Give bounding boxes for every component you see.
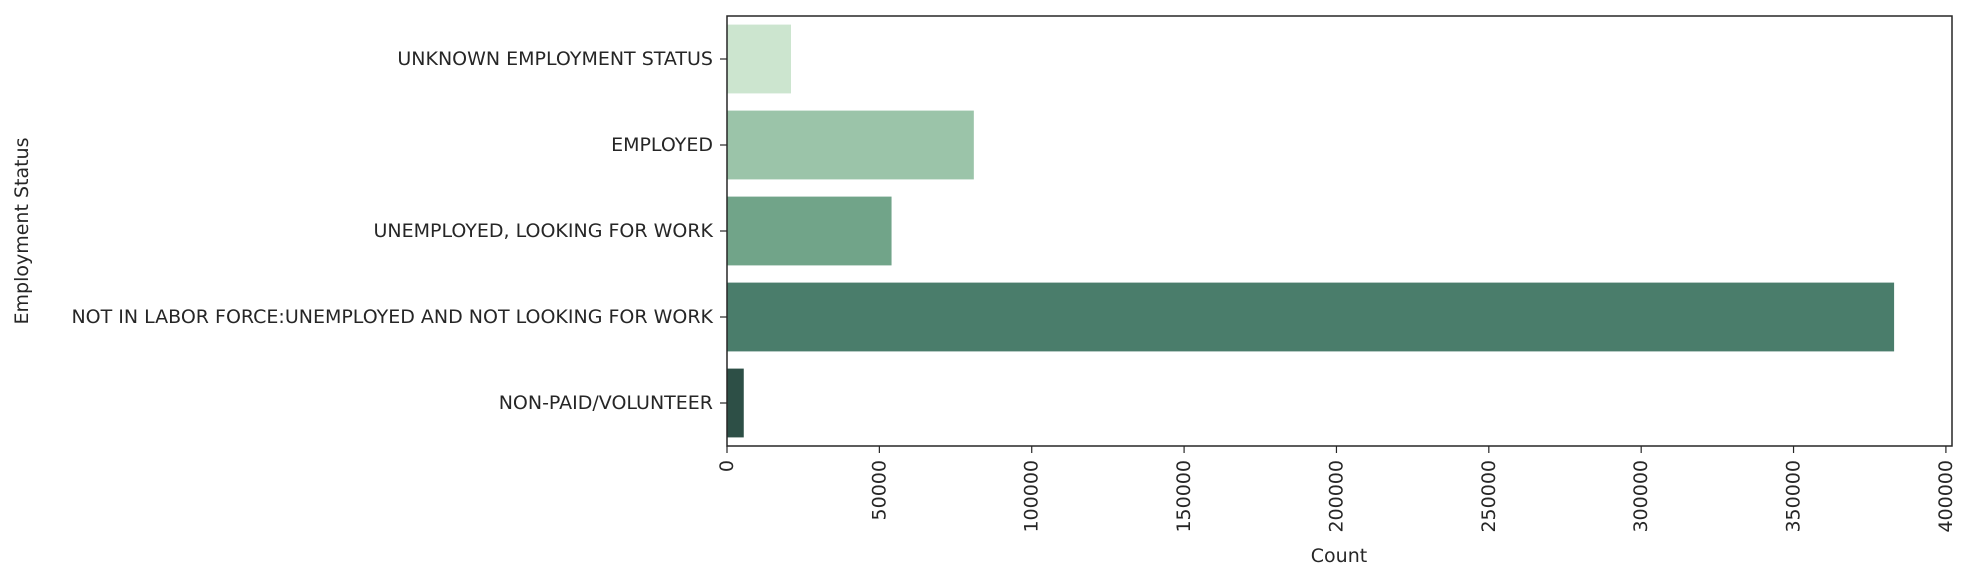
x-tick-label: 150000 bbox=[1173, 460, 1195, 533]
x-tick-label: 200000 bbox=[1325, 460, 1347, 533]
x-axis-label: Count bbox=[1311, 545, 1367, 567]
plot-area-frame bbox=[726, 15, 1953, 447]
y-axis-label: Employment Status bbox=[11, 138, 33, 325]
y-tick-label: UNKNOWN EMPLOYMENT STATUS bbox=[397, 48, 713, 70]
y-tick-label: NOT IN LABOR FORCE:UNEMPLOYED AND NOT LO… bbox=[71, 306, 713, 328]
y-axis-ticks: UNKNOWN EMPLOYMENT STATUS EMPLOYED UNEMPLO… bbox=[71, 48, 727, 414]
x-tick-label: 100000 bbox=[1021, 460, 1043, 533]
x-tick-label: 0 bbox=[716, 460, 738, 472]
bar bbox=[727, 24, 791, 94]
bar bbox=[727, 196, 892, 266]
bars-layer bbox=[727, 24, 1895, 438]
y-tick-label: NON-PAID/VOLUNTEER bbox=[499, 392, 713, 414]
bar bbox=[727, 282, 1895, 352]
x-tick-label: 250000 bbox=[1478, 460, 1500, 533]
y-tick-label: EMPLOYED bbox=[611, 134, 713, 156]
x-tick-label: 300000 bbox=[1630, 460, 1652, 533]
x-tick-label: 400000 bbox=[1935, 460, 1957, 533]
bar bbox=[727, 368, 744, 438]
y-tick-label: UNEMPLOYED, LOOKING FOR WORK bbox=[373, 220, 713, 242]
x-axis-ticks: 0 50000 100000 150000 200000 250000 300000 3500… bbox=[716, 446, 1957, 533]
bar bbox=[727, 110, 974, 180]
x-tick-label: 350000 bbox=[1783, 460, 1805, 533]
x-tick-label: 50000 bbox=[868, 460, 890, 520]
